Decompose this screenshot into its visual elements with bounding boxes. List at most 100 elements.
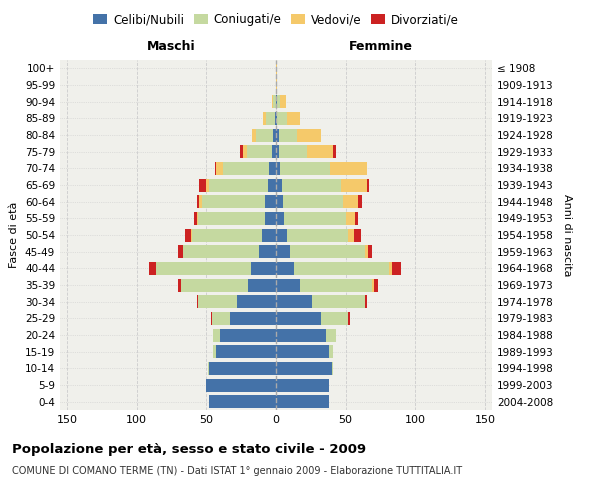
Bar — [240, 145, 242, 158]
Bar — [374, 278, 378, 291]
Bar — [193, 228, 262, 241]
Bar — [266, 112, 275, 125]
Bar — [265, 212, 276, 225]
Bar — [281, 178, 341, 192]
Bar — [215, 162, 216, 175]
Bar — [223, 162, 269, 175]
Bar — [276, 212, 284, 225]
Bar — [276, 178, 281, 192]
Bar — [182, 245, 259, 258]
Bar — [276, 62, 277, 75]
Bar — [198, 212, 265, 225]
Bar — [287, 228, 349, 241]
Bar — [202, 195, 265, 208]
Text: Maschi: Maschi — [147, 40, 196, 54]
Bar — [209, 395, 276, 408]
Bar — [275, 112, 276, 125]
Bar — [272, 95, 273, 108]
Bar — [149, 262, 156, 275]
Bar — [276, 345, 329, 358]
Bar — [197, 212, 198, 225]
Bar — [276, 228, 287, 241]
Bar — [276, 95, 277, 108]
Bar — [284, 212, 346, 225]
Bar — [372, 278, 374, 291]
Bar — [273, 128, 276, 141]
Bar — [253, 128, 256, 141]
Bar — [365, 295, 367, 308]
Bar — [216, 162, 223, 175]
Bar — [354, 228, 361, 241]
Bar — [283, 195, 343, 208]
Bar — [346, 212, 355, 225]
Bar — [181, 278, 248, 291]
Bar — [197, 195, 199, 208]
Bar — [198, 295, 237, 308]
Bar — [276, 162, 280, 175]
Bar — [276, 78, 277, 92]
Bar — [185, 228, 191, 241]
Bar — [279, 145, 307, 158]
Bar — [341, 178, 367, 192]
Bar — [209, 362, 276, 375]
Bar — [365, 245, 368, 258]
Bar — [326, 328, 336, 342]
Bar — [263, 112, 266, 125]
Text: Popolazione per età, sesso e stato civile - 2009: Popolazione per età, sesso e stato civil… — [12, 442, 366, 456]
Bar — [277, 112, 287, 125]
Bar — [276, 278, 299, 291]
Bar — [268, 178, 276, 192]
Bar — [355, 212, 358, 225]
Legend: Celibi/Nubili, Coniugati/e, Vedovi/e, Divorziati/e: Celibi/Nubili, Coniugati/e, Vedovi/e, Di… — [88, 8, 464, 31]
Bar — [237, 295, 276, 308]
Bar — [276, 362, 332, 375]
Bar — [287, 112, 299, 125]
Bar — [213, 345, 216, 358]
Bar — [276, 195, 283, 208]
Bar — [265, 195, 276, 208]
Bar — [307, 145, 333, 158]
Bar — [276, 312, 320, 325]
Bar — [367, 178, 370, 192]
Bar — [320, 312, 349, 325]
Bar — [290, 245, 365, 258]
Bar — [206, 378, 276, 392]
Bar — [206, 178, 209, 192]
Bar — [199, 178, 206, 192]
Y-axis label: Fasce di età: Fasce di età — [10, 202, 19, 268]
Bar — [297, 128, 320, 141]
Bar — [256, 128, 273, 141]
Bar — [280, 95, 286, 108]
Bar — [178, 278, 181, 291]
Bar — [276, 262, 294, 275]
Y-axis label: Anni di nascita: Anni di nascita — [562, 194, 572, 276]
Bar — [280, 162, 331, 175]
Bar — [209, 178, 268, 192]
Bar — [279, 128, 297, 141]
Bar — [197, 295, 198, 308]
Bar — [273, 95, 276, 108]
Bar — [211, 312, 212, 325]
Bar — [331, 162, 367, 175]
Bar — [156, 262, 251, 275]
Bar — [392, 262, 401, 275]
Bar — [276, 112, 277, 125]
Bar — [333, 145, 336, 158]
Bar — [248, 278, 276, 291]
Bar — [343, 195, 358, 208]
Bar — [251, 262, 276, 275]
Bar — [276, 128, 279, 141]
Bar — [358, 195, 362, 208]
Bar — [191, 228, 193, 241]
Bar — [178, 245, 182, 258]
Bar — [212, 312, 230, 325]
Bar — [276, 378, 329, 392]
Bar — [276, 395, 329, 408]
Bar — [199, 195, 202, 208]
Bar — [332, 362, 333, 375]
Bar — [276, 295, 312, 308]
Bar — [247, 145, 272, 158]
Bar — [276, 328, 326, 342]
Bar — [389, 262, 392, 275]
Bar — [277, 95, 280, 108]
